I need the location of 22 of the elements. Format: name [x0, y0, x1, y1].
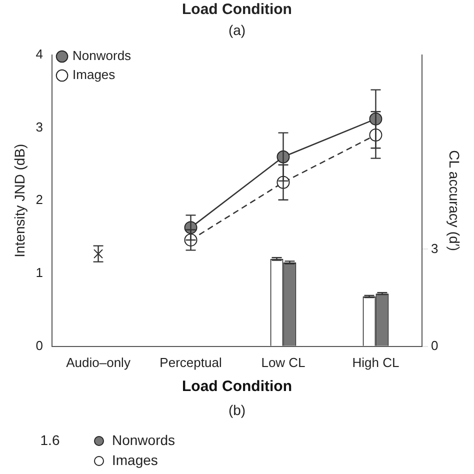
legend-label: Nonwords [72, 48, 132, 64]
x-tick-label: Perceptual [160, 354, 222, 370]
y2-axis-title: CL accuracy (d′) [446, 150, 463, 252]
y-tick-label: 0 [36, 338, 44, 353]
text: Load Condition [181, 1, 293, 18]
x-tick-label: Low CL [261, 354, 306, 370]
y-tick-label: 4 [36, 46, 44, 62]
y2-tick-label: 0 [430, 338, 438, 353]
x-tick-label: High CL [352, 354, 400, 370]
text: Nonwords [112, 432, 176, 448]
y-tick-label: 2 [36, 192, 44, 208]
x-tick-label: Audio–only [66, 354, 131, 370]
x-axis-title: Load Condition [182, 378, 292, 396]
text: 1.6 [39, 432, 61, 448]
text: (a) [227, 22, 247, 38]
y2-tick-label: 3 [430, 240, 438, 256]
text: Images [112, 452, 159, 468]
text: (b) [227, 402, 247, 418]
y-axis-title: Intensity JND (dB) [11, 144, 28, 258]
y-tick-label: 1 [36, 265, 44, 280]
y-tick-label: 3 [36, 119, 44, 134]
legend-label: Images [72, 67, 116, 82]
